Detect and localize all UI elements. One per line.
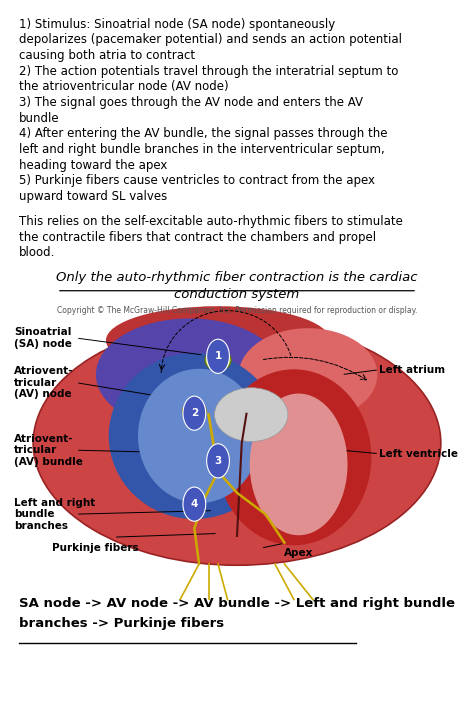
Text: This relies on the self-excitable auto-rhythmic fibers to stimulate: This relies on the self-excitable auto-r… <box>19 215 403 228</box>
Ellipse shape <box>138 369 260 503</box>
Text: the contractile fibers that contract the chambers and propel: the contractile fibers that contract the… <box>19 230 376 243</box>
Circle shape <box>207 444 229 478</box>
Text: 4: 4 <box>191 499 198 509</box>
Text: SA node -> AV node -> AV bundle -> Left and right bundle: SA node -> AV node -> AV bundle -> Left … <box>19 597 455 610</box>
Text: 5) Purkinje fibers cause ventricles to contract from the apex: 5) Purkinje fibers cause ventricles to c… <box>19 174 375 187</box>
Ellipse shape <box>182 402 206 420</box>
Text: Only the auto-rhythmic fiber contraction is the cardiac: Only the auto-rhythmic fiber contraction… <box>56 271 418 284</box>
Text: the atrioventricular node (AV node): the atrioventricular node (AV node) <box>19 80 228 93</box>
Text: Left and right
bundle
branches: Left and right bundle branches <box>14 498 95 530</box>
Ellipse shape <box>215 387 288 442</box>
Text: branches -> Purkinje fibers: branches -> Purkinje fibers <box>19 617 224 630</box>
Text: Left ventricle: Left ventricle <box>379 449 458 459</box>
Text: Atriovent-
tricular
(AV) node: Atriovent- tricular (AV) node <box>14 366 74 399</box>
Text: bundle: bundle <box>19 112 60 124</box>
Ellipse shape <box>33 321 441 565</box>
Text: 2: 2 <box>191 408 198 418</box>
Text: upward toward SL valves: upward toward SL valves <box>19 190 167 203</box>
Text: blood.: blood. <box>19 246 55 259</box>
Text: depolarizes (pacemaker potential) and sends an action potential: depolarizes (pacemaker potential) and se… <box>19 33 402 46</box>
Text: left and right bundle branches in the interventricular septum,: left and right bundle branches in the in… <box>19 143 385 156</box>
Circle shape <box>183 487 206 521</box>
Ellipse shape <box>239 328 377 421</box>
Circle shape <box>183 396 206 430</box>
Text: 4) After entering the AV bundle, the signal passes through the: 4) After entering the AV bundle, the sig… <box>19 127 387 140</box>
Text: 3) The signal goes through the AV node and enters the AV: 3) The signal goes through the AV node a… <box>19 96 363 109</box>
Text: conduction system: conduction system <box>174 289 300 301</box>
Ellipse shape <box>217 369 371 545</box>
Text: 3: 3 <box>214 456 222 466</box>
Text: 2) The action potentials travel through the interatrial septum to: 2) The action potentials travel through … <box>19 65 398 77</box>
Text: 1) Stimulus: Sinoatrial node (SA node) spontaneously: 1) Stimulus: Sinoatrial node (SA node) s… <box>19 18 335 31</box>
Text: Sinoatrial
(SA) node: Sinoatrial (SA) node <box>14 327 72 349</box>
Ellipse shape <box>205 349 231 370</box>
Text: Left atrium: Left atrium <box>379 365 446 375</box>
Text: Atriovent-
tricular
(AV) bundle: Atriovent- tricular (AV) bundle <box>14 434 83 466</box>
Ellipse shape <box>109 353 280 519</box>
Text: Apex: Apex <box>284 548 314 558</box>
Text: causing both atria to contract: causing both atria to contract <box>19 49 195 62</box>
Text: heading toward the apex: heading toward the apex <box>19 159 167 171</box>
Circle shape <box>207 339 229 373</box>
Ellipse shape <box>106 306 330 375</box>
Ellipse shape <box>250 393 347 535</box>
Text: 1: 1 <box>214 351 222 361</box>
Ellipse shape <box>96 319 283 431</box>
Text: Copyright © The McGraw-Hill Companies, Inc. Permission required for reproduction: Copyright © The McGraw-Hill Companies, I… <box>57 306 417 316</box>
Text: Purkinje fibers: Purkinje fibers <box>52 543 139 553</box>
